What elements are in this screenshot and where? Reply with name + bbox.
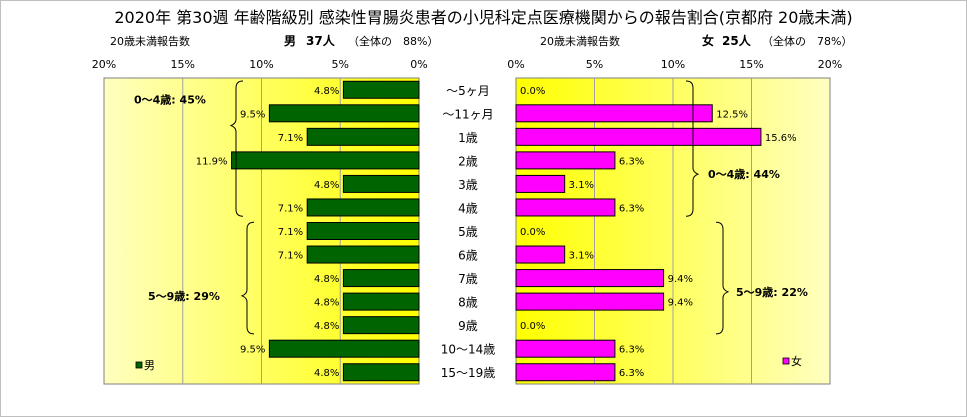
category-label: ～11ヶ月	[442, 107, 493, 121]
category-label: ～5ヶ月	[446, 84, 490, 98]
female-bar	[515, 174, 566, 193]
male-sex-label: 男	[284, 34, 297, 48]
female-value-label: 3.1%	[569, 180, 594, 191]
female-value-label: 15.6%	[765, 133, 797, 144]
female-bar	[515, 269, 665, 288]
category-label: 7歳	[458, 272, 478, 286]
female-share-label: （全体の 78%）	[762, 35, 853, 48]
female-bar	[515, 245, 566, 264]
female-value-label: 3.1%	[569, 251, 594, 262]
male-value-label: 4.8%	[314, 368, 339, 379]
female-value-label: 6.3%	[619, 203, 644, 214]
male-x-tick: 0%	[410, 58, 427, 71]
female-annotation-0-4: 0～4歳: 44%	[708, 167, 780, 181]
male-value-label: 4.8%	[314, 274, 339, 285]
female-legend-label: 女	[791, 354, 802, 368]
female-value-label: 9.4%	[668, 274, 693, 285]
male-count-label: 20歳未満報告数	[110, 35, 190, 48]
male-value-label: 4.8%	[314, 180, 339, 191]
female-bar	[515, 363, 616, 382]
chart-title: 2020年 第30週 年齢階級別 感染性胃腸炎患者の小児科定点医療機関からの報告…	[114, 8, 853, 27]
female-value-label: 12.5%	[716, 109, 748, 120]
male-bracket-0-4	[229, 80, 244, 217]
male-bar	[342, 292, 420, 311]
male-bar	[268, 339, 420, 358]
category-label: 4歳	[458, 201, 478, 215]
male-x-tick: 5%	[332, 58, 349, 71]
female-legend-swatch	[782, 357, 790, 365]
category-label: 15～19歳	[441, 366, 496, 380]
category-label: 3歳	[458, 178, 478, 192]
male-bar	[306, 127, 420, 146]
female-value-label: 6.3%	[619, 368, 644, 379]
female-bracket-0-4	[685, 80, 700, 217]
female-bar	[515, 127, 762, 146]
female-value-label: 0.0%	[520, 321, 545, 332]
male-count-value: 37人	[306, 34, 335, 48]
category-label: 9歳	[458, 319, 478, 333]
female-sex-label: 女	[702, 34, 715, 48]
female-count-label: 20歳未満報告数	[540, 35, 620, 48]
male-value-label: 7.1%	[278, 133, 303, 144]
female-value-label: 9.4%	[668, 298, 693, 309]
female-x-tick: 20%	[818, 58, 842, 71]
female-x-tick: 5%	[586, 58, 603, 71]
male-bar	[342, 316, 420, 335]
category-label: 1歳	[458, 131, 478, 145]
female-x-tick: 10%	[661, 58, 685, 71]
category-label: 8歳	[458, 296, 478, 310]
female-bar	[515, 198, 616, 217]
male-bar	[268, 104, 420, 123]
category-label: 5歳	[458, 225, 478, 239]
male-bracket-5-9	[240, 221, 255, 335]
male-x-tick: 20%	[92, 58, 116, 71]
female-bar	[515, 104, 713, 123]
male-x-tick: 15%	[171, 58, 195, 71]
male-bar	[342, 363, 420, 382]
male-value-label: 7.1%	[278, 203, 303, 214]
male-bar	[342, 174, 420, 193]
category-label: 2歳	[458, 154, 478, 168]
male-bar	[306, 245, 420, 264]
female-bar	[515, 151, 616, 170]
male-bar	[342, 80, 420, 99]
male-bar	[306, 222, 420, 240]
male-bar	[306, 198, 420, 217]
female-value-label: 6.3%	[619, 156, 644, 167]
male-annotation-5-9: 5～9歳: 29%	[148, 289, 220, 303]
female-x-tick: 0%	[507, 58, 524, 71]
female-value-label: 6.3%	[619, 345, 644, 356]
female-bar	[515, 292, 665, 311]
female-bar	[515, 339, 616, 358]
female-count-value: 25人	[722, 34, 751, 48]
female-value-label: 0.0%	[520, 227, 545, 238]
male-x-tick: 10%	[249, 58, 273, 71]
female-x-tick: 15%	[739, 58, 763, 71]
male-value-label: 9.5%	[240, 109, 265, 120]
female-annotation-5-9: 5～9歳: 22%	[736, 285, 808, 299]
male-value-label: 4.8%	[314, 321, 339, 332]
male-value-label: 11.9%	[196, 156, 228, 167]
male-value-label: 4.8%	[314, 86, 339, 97]
male-bar	[231, 151, 420, 170]
male-value-label: 7.1%	[278, 227, 303, 238]
male-value-label: 9.5%	[240, 345, 265, 356]
male-value-label: 7.1%	[278, 251, 303, 262]
category-label: 6歳	[458, 249, 478, 263]
male-value-label: 4.8%	[314, 298, 339, 309]
male-share-label: （全体の 88%）	[348, 35, 439, 48]
female-bracket-5-9	[715, 221, 730, 335]
male-annotation-0-4: 0～4歳: 45%	[134, 93, 206, 107]
female-value-label: 0.0%	[520, 86, 545, 97]
male-bar	[342, 269, 420, 288]
male-legend-label: 男	[144, 359, 155, 372]
category-label: 10～14歳	[441, 343, 496, 357]
male-legend-swatch	[135, 361, 143, 369]
